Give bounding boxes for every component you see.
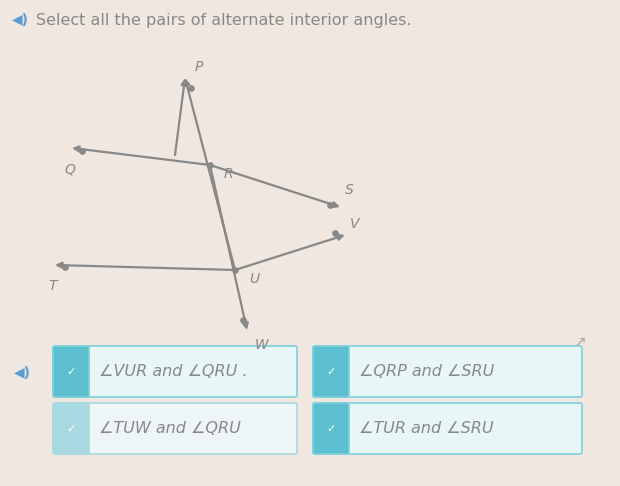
Text: R: R [224, 167, 234, 181]
FancyBboxPatch shape [313, 346, 582, 397]
FancyBboxPatch shape [53, 346, 89, 397]
Text: ✓: ✓ [326, 423, 335, 434]
Text: Select all the pairs of alternate interior angles.: Select all the pairs of alternate interi… [36, 13, 412, 28]
Text: T: T [49, 279, 57, 293]
Text: ✓: ✓ [66, 366, 76, 377]
Text: W: W [255, 338, 268, 352]
FancyBboxPatch shape [53, 346, 297, 397]
Text: ∠VUR and ∠QRU .: ∠VUR and ∠QRU . [99, 364, 247, 379]
Text: P: P [195, 60, 203, 74]
Text: Q: Q [64, 162, 76, 176]
Text: ∠QRP and ∠SRU: ∠QRP and ∠SRU [359, 364, 494, 379]
Text: ↗: ↗ [574, 334, 587, 349]
Text: V: V [350, 217, 360, 231]
FancyBboxPatch shape [313, 346, 349, 397]
Text: ◀): ◀) [12, 13, 29, 27]
FancyBboxPatch shape [53, 403, 297, 454]
Text: ✓: ✓ [66, 423, 76, 434]
Text: ◀): ◀) [14, 366, 31, 380]
FancyBboxPatch shape [313, 403, 349, 454]
Text: ✓: ✓ [326, 366, 335, 377]
FancyBboxPatch shape [53, 403, 89, 454]
Text: S: S [345, 183, 354, 197]
Text: U: U [249, 272, 259, 286]
Text: ∠TUR and ∠SRU: ∠TUR and ∠SRU [359, 421, 494, 436]
Text: ∠TUW and ∠QRU: ∠TUW and ∠QRU [99, 421, 241, 436]
FancyBboxPatch shape [313, 403, 582, 454]
